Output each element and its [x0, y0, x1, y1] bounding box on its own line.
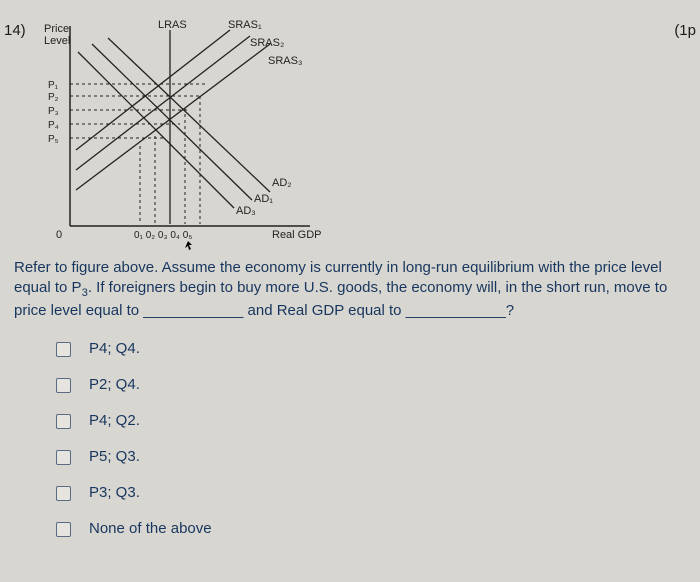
checkbox-icon[interactable] — [56, 414, 71, 429]
lras-label: LRAS — [158, 19, 187, 31]
option-row[interactable]: P3; Q3. — [56, 484, 212, 501]
ad1-label: AD₁ — [254, 193, 273, 205]
option-row[interactable]: P2; Q4. — [56, 376, 212, 393]
option-label: P4; Q4. — [89, 340, 140, 357]
option-row[interactable]: None of the above — [56, 520, 212, 537]
ad3-label: AD₃ — [236, 205, 256, 217]
checkbox-icon[interactable] — [56, 342, 71, 357]
option-label: None of the above — [89, 520, 212, 537]
option-label: P4; Q2. — [89, 412, 140, 429]
p5-label: P₅ — [48, 134, 59, 145]
option-row[interactable]: P4; Q2. — [56, 412, 212, 429]
option-row[interactable]: P5; Q3. — [56, 448, 212, 465]
question-mid: . If foreigners begin to buy more U.S. g… — [14, 279, 667, 319]
ad2-label: AD₂ — [272, 177, 292, 189]
y-axis-label-price: Price — [44, 23, 69, 35]
options-list: P4; Q4. P2; Q4. P4; Q2. P5; Q3. P3; Q3. … — [56, 340, 212, 556]
option-label: P5; Q3. — [89, 448, 140, 465]
p4-label: P₄ — [48, 120, 59, 131]
checkbox-icon[interactable] — [56, 450, 71, 465]
option-label: P3; Q3. — [89, 484, 140, 501]
cursor-icon — [185, 241, 192, 250]
option-row[interactable]: P4; Q4. — [56, 340, 212, 357]
sras2-label: SRAS₂ — [250, 37, 284, 49]
x-ticks: 0₁ 0₂ 0₃ 0₄ 0₅ — [134, 230, 192, 241]
question-number: 14) — [4, 22, 26, 39]
sras1-label: SRAS₁ — [228, 19, 262, 31]
checkbox-icon[interactable] — [56, 522, 71, 537]
p1-label: P₁ — [48, 80, 59, 91]
checkbox-icon[interactable] — [56, 486, 71, 501]
y-axis-label-level: Level — [44, 35, 70, 47]
p3-label: P₃ — [48, 106, 59, 117]
econ-diagram: Price Level 0 Real GDP LRAS SRAS₁ SRAS₂ … — [40, 16, 340, 256]
option-label: P2; Q4. — [89, 376, 140, 393]
sras3-label: SRAS₃ — [268, 55, 302, 67]
points-label: (1p — [674, 22, 696, 39]
question-text: Refer to figure above. Assume the econom… — [14, 258, 684, 322]
origin-label: 0 — [56, 229, 62, 241]
x-axis-label: Real GDP — [272, 229, 322, 241]
p2-label: P₂ — [48, 92, 59, 103]
checkbox-icon[interactable] — [56, 378, 71, 393]
